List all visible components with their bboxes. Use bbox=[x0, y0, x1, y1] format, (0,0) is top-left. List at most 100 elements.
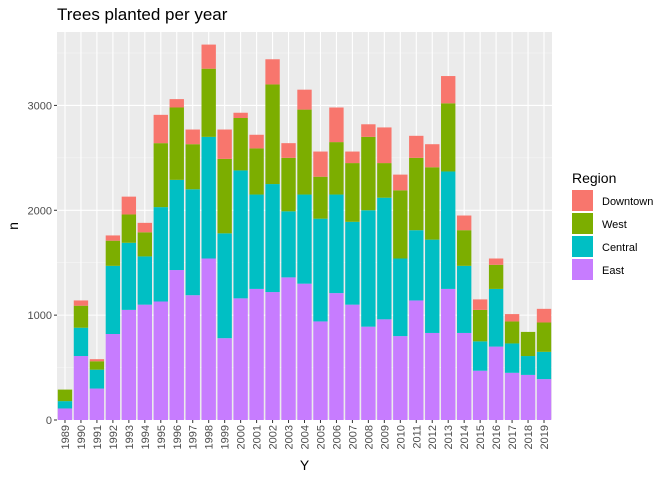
bar-east-1998 bbox=[201, 258, 216, 420]
bar-downtown-1998 bbox=[201, 44, 216, 69]
bar-west-1998 bbox=[201, 68, 216, 137]
bar-downtown-1996 bbox=[169, 99, 184, 108]
bar-east-1995 bbox=[153, 301, 168, 420]
x-tick-label: 2001 bbox=[252, 425, 264, 449]
bar-west-2009 bbox=[377, 163, 392, 198]
x-tick-label: 2019 bbox=[539, 425, 551, 449]
bar-east-2006 bbox=[329, 293, 344, 420]
bar-downtown-2007 bbox=[345, 151, 360, 164]
x-tick-label: 1999 bbox=[220, 425, 232, 449]
x-tick-label: 2008 bbox=[363, 425, 375, 449]
bar-downtown-2002 bbox=[265, 59, 280, 85]
bar-downtown-2009 bbox=[377, 127, 392, 164]
legend: Region Downtown West Central East bbox=[572, 170, 653, 280]
bar-west-2000 bbox=[233, 117, 248, 171]
legend-key-west bbox=[572, 213, 593, 234]
bar-central-2011 bbox=[409, 230, 424, 301]
bar-west-2018 bbox=[520, 331, 536, 357]
bar-central-1992 bbox=[105, 265, 121, 335]
y-axis: 0 1000 2000 3000 bbox=[28, 100, 57, 427]
bar-downtown-2013 bbox=[441, 76, 456, 104]
bar-east-2017 bbox=[504, 372, 520, 420]
bar-downtown-2005 bbox=[313, 151, 328, 177]
bar-central-2018 bbox=[520, 356, 536, 375]
bar-central-2017 bbox=[504, 343, 520, 373]
bar-central-2012 bbox=[425, 239, 440, 333]
legend-title: Region bbox=[572, 170, 616, 186]
bar-central-2016 bbox=[488, 288, 504, 347]
bar-downtown-1999 bbox=[217, 129, 232, 159]
bar-east-2013 bbox=[441, 288, 456, 420]
x-tick-label: 2014 bbox=[459, 425, 471, 449]
bar-central-2019 bbox=[536, 351, 552, 380]
bar-east-2011 bbox=[409, 300, 424, 420]
bar-downtown-2015 bbox=[472, 299, 488, 310]
x-tick-label: 1989 bbox=[60, 425, 72, 449]
bar-downtown-1997 bbox=[185, 129, 200, 145]
x-tick-label: 2015 bbox=[475, 425, 487, 449]
bar-downtown-2010 bbox=[393, 174, 408, 191]
x-tick-label: 2006 bbox=[331, 425, 343, 449]
bar-central-1997 bbox=[185, 189, 200, 296]
bar-west-2014 bbox=[456, 230, 472, 266]
x-tick-label: 2016 bbox=[491, 425, 503, 449]
bar-east-2019 bbox=[536, 379, 552, 420]
bar-downtown-1993 bbox=[121, 196, 137, 215]
bar-central-2000 bbox=[233, 170, 248, 299]
bar-west-1994 bbox=[137, 232, 153, 257]
chart-title: Trees planted per year bbox=[57, 5, 228, 24]
bar-downtown-1995 bbox=[153, 114, 168, 144]
bar-west-2019 bbox=[536, 322, 552, 352]
bar-east-1993 bbox=[121, 309, 137, 420]
bar-downtown-2017 bbox=[504, 314, 520, 322]
bar-central-1990 bbox=[73, 327, 89, 357]
bar-east-2007 bbox=[345, 304, 360, 420]
bar-downtown-1990 bbox=[73, 300, 89, 306]
bar-downtown-2000 bbox=[233, 112, 248, 118]
bar-east-1991 bbox=[89, 388, 105, 420]
x-tick-label: 1995 bbox=[156, 425, 168, 449]
bar-west-2005 bbox=[313, 176, 328, 219]
bar-west-2016 bbox=[488, 264, 504, 289]
bar-central-2005 bbox=[313, 218, 328, 322]
bar-west-1995 bbox=[153, 143, 168, 208]
bar-west-1999 bbox=[217, 158, 232, 234]
y-tick-label: 3000 bbox=[28, 100, 52, 112]
bar-west-2015 bbox=[472, 309, 488, 342]
bar-central-2013 bbox=[441, 171, 456, 289]
bar-downtown-2012 bbox=[425, 144, 440, 168]
bar-central-2002 bbox=[265, 184, 280, 293]
bar-central-1991 bbox=[89, 369, 105, 389]
y-tick-label: 1000 bbox=[28, 310, 52, 322]
x-tick-label: 1990 bbox=[76, 425, 88, 449]
bar-east-2005 bbox=[313, 321, 328, 420]
x-tick-label: 1994 bbox=[140, 425, 152, 449]
legend-label-west: West bbox=[602, 219, 627, 231]
legend-key-east bbox=[572, 259, 593, 280]
bar-central-1993 bbox=[121, 242, 137, 310]
bar-downtown-2008 bbox=[361, 124, 376, 137]
bar-west-1991 bbox=[89, 361, 105, 370]
bar-west-2002 bbox=[265, 84, 280, 185]
bars bbox=[57, 44, 552, 420]
x-axis-title: Y bbox=[300, 457, 310, 473]
bar-central-2014 bbox=[456, 265, 472, 333]
bar-west-2011 bbox=[409, 157, 424, 231]
bar-downtown-1992 bbox=[105, 235, 121, 241]
bar-central-1994 bbox=[137, 256, 153, 305]
bar-central-2007 bbox=[345, 221, 360, 305]
bar-west-1990 bbox=[73, 305, 89, 328]
x-tick-label: 1992 bbox=[108, 425, 120, 449]
bar-east-1997 bbox=[185, 295, 200, 420]
bar-central-1995 bbox=[153, 207, 168, 302]
bar-downtown-1994 bbox=[137, 222, 153, 233]
bar-downtown-1991 bbox=[89, 359, 105, 362]
bar-east-2009 bbox=[377, 319, 392, 420]
bar-central-1989 bbox=[57, 401, 73, 409]
bar-central-1999 bbox=[217, 233, 232, 339]
bar-east-1989 bbox=[57, 408, 73, 420]
x-axis: 1989 1990 1991 1992 1993 1994 1995 1996 1997 1998… bbox=[60, 420, 551, 449]
bar-downtown-2014 bbox=[456, 215, 472, 231]
bar-west-2013 bbox=[441, 103, 456, 172]
